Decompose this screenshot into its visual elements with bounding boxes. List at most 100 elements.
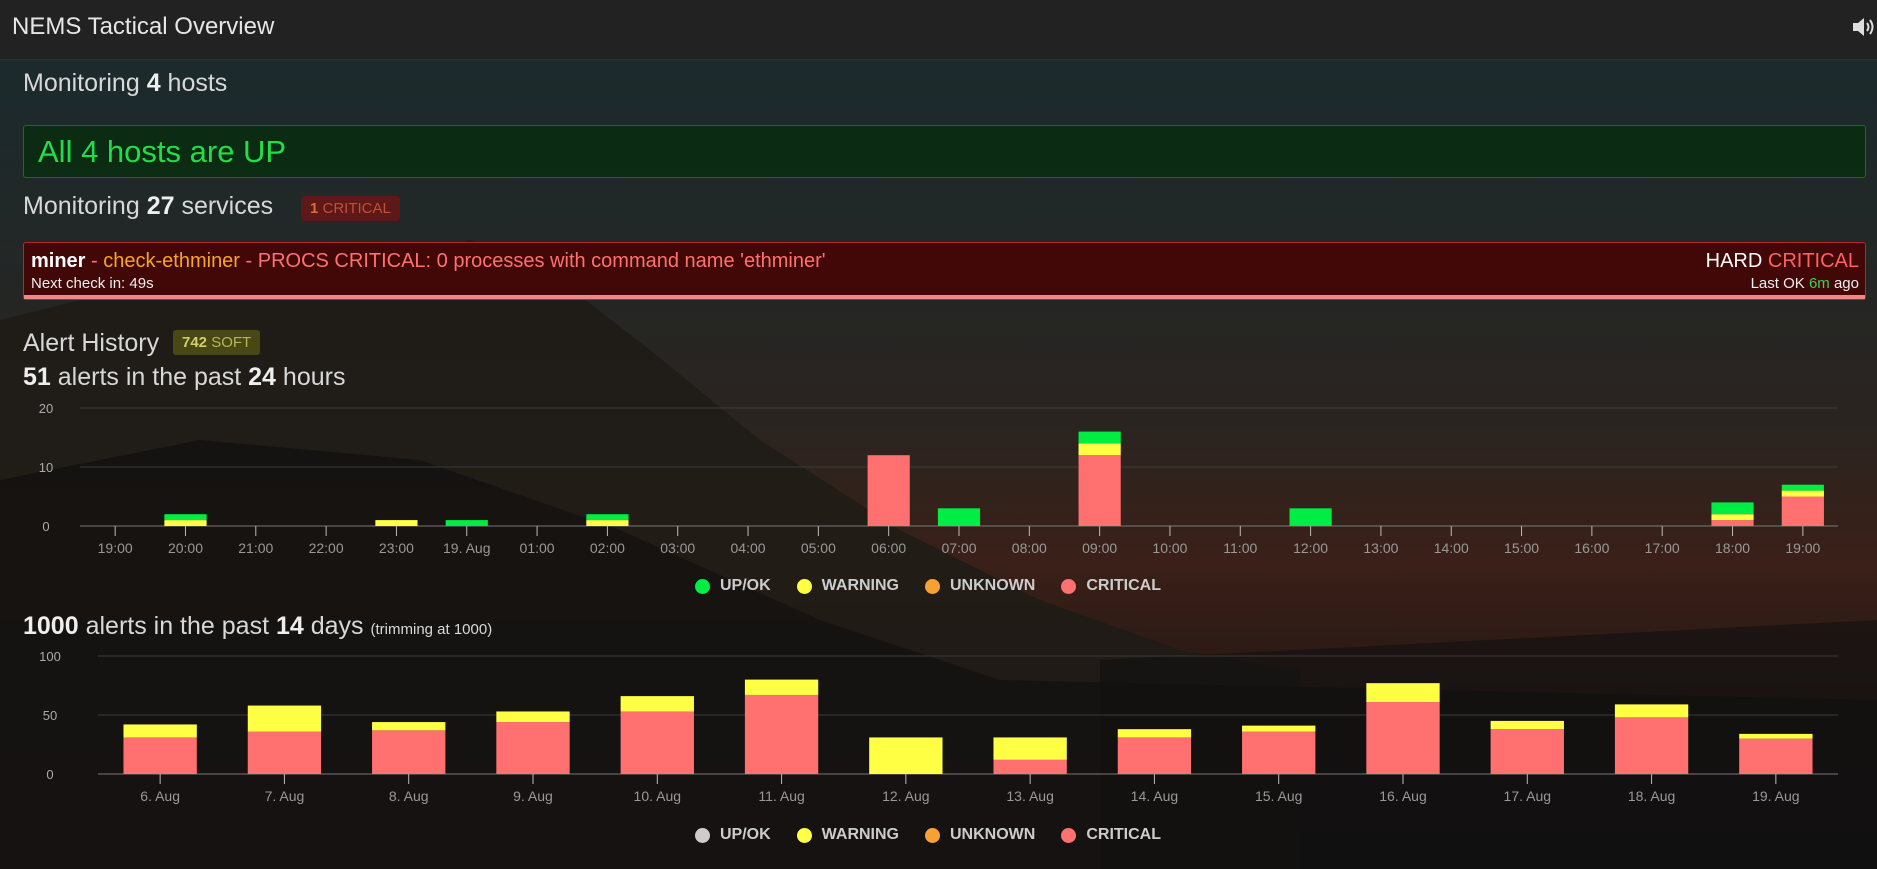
legend-dot-icon: [796, 827, 812, 843]
problem-state: HARD CRITICAL: [1706, 250, 1859, 273]
x-tick-label: 05:00: [801, 540, 836, 556]
x-tick-label: 9. Aug: [513, 788, 553, 804]
bar-segment-critical[interactable]: [247, 731, 322, 774]
legend-item-critical[interactable]: CRITICAL: [1061, 826, 1161, 844]
x-tick-label: 14. Aug: [1131, 788, 1179, 804]
bar-segment-critical[interactable]: [372, 730, 446, 774]
bar-segment-warning[interactable]: [1614, 704, 1689, 718]
next-check-label: Next check in:: [31, 275, 126, 292]
bar-segment-warning[interactable]: [375, 520, 418, 526]
legend-dot-icon: [695, 578, 710, 594]
y-tick-label: 10: [39, 460, 53, 475]
bar-segment-critical[interactable]: [1614, 717, 1689, 774]
bar-segment-warning[interactable]: [1490, 720, 1564, 730]
legend-item-up-ok[interactable]: UP/OK: [695, 826, 771, 844]
x-tick-label: 8. Aug: [389, 788, 429, 804]
bar-segment-warning[interactable]: [496, 711, 570, 723]
x-tick-label: 14:00: [1434, 540, 1469, 556]
day-unit: hours: [282, 363, 346, 391]
bar-segment-warning[interactable]: [1739, 733, 1813, 739]
speaker-icon[interactable]: [1851, 14, 1877, 40]
bar-segment-critical[interactable]: [496, 722, 570, 774]
legend-item-unknown[interactable]: UNKNOWN: [925, 826, 1035, 844]
bar-segment-critical[interactable]: [620, 711, 694, 774]
fortnight-note: (trimming at 1000): [370, 621, 493, 638]
bar-segment-warning[interactable]: [247, 705, 322, 732]
legend-item-critical[interactable]: CRITICAL: [1061, 577, 1161, 595]
bar-segment-up-ok[interactable]: [1711, 502, 1754, 515]
bar-segment-up-ok[interactable]: [445, 520, 488, 526]
bar-segment-up-ok[interactable]: [1781, 484, 1824, 491]
x-tick-label: 19. Aug: [1752, 788, 1800, 804]
day-hours: 24: [248, 363, 276, 391]
bar-segment-warning[interactable]: [1781, 490, 1824, 497]
x-tick-label: 22:00: [309, 540, 344, 556]
bar-segment-up-ok[interactable]: [1289, 508, 1332, 526]
bar-segment-critical[interactable]: [867, 455, 910, 526]
bar-segment-critical[interactable]: [1242, 731, 1316, 774]
problem-line: miner - check-ethminer - PROCS CRITICAL:…: [31, 250, 826, 273]
y-tick-label: 20: [39, 401, 53, 416]
bar-segment-critical[interactable]: [1366, 702, 1440, 774]
bar-segment-warning[interactable]: [123, 724, 197, 738]
bar-segment-critical[interactable]: [744, 694, 819, 774]
bar-segment-warning[interactable]: [744, 679, 819, 695]
bar-segment-warning[interactable]: [164, 520, 207, 526]
fortnight-unit: days: [310, 612, 364, 640]
last-ok-suffix: ago: [1833, 275, 1859, 292]
bar-segment-critical[interactable]: [123, 737, 197, 774]
day-summary: 51 alerts in the past 24 hours: [23, 363, 345, 392]
bar-segment-warning[interactable]: [1242, 725, 1316, 732]
bar-segment-critical[interactable]: [993, 759, 1067, 774]
soft-badge[interactable]: 742 SOFT: [173, 330, 261, 355]
problem-alert[interactable]: miner - check-ethminer - PROCS CRITICAL:…: [23, 242, 1866, 300]
next-check-value: 49s: [129, 275, 154, 292]
legend-14d: UP/OK WARNING UNKNOWN CRITICAL: [695, 826, 1187, 844]
legend-label: UNKNOWN: [950, 826, 1036, 843]
bar-segment-up-ok[interactable]: [1078, 431, 1121, 444]
bar-segment-warning[interactable]: [993, 737, 1067, 760]
services-heading-prefix: Monitoring: [23, 192, 140, 220]
x-tick-label: 07:00: [941, 540, 976, 556]
next-check: Next check in: 49s: [31, 275, 154, 292]
bar-segment-up-ok[interactable]: [937, 508, 981, 526]
bar-segment-critical[interactable]: [1711, 520, 1754, 526]
bar-segment-critical[interactable]: [1117, 737, 1192, 774]
bar-segment-warning[interactable]: [1366, 683, 1440, 703]
bar-segment-up-ok[interactable]: [164, 514, 207, 521]
bar-segment-critical[interactable]: [1739, 738, 1813, 774]
state-value: CRITICAL: [1767, 250, 1859, 272]
bar-segment-warning[interactable]: [869, 737, 943, 774]
legend-label: WARNING: [821, 826, 899, 843]
x-tick-label: 01:00: [520, 540, 555, 556]
legend-label: CRITICAL: [1086, 577, 1161, 594]
bar-segment-warning[interactable]: [1078, 443, 1121, 456]
soft-badge-label: SOFT: [211, 334, 252, 351]
fortnight-summary-middle: alerts in the past: [85, 612, 270, 640]
bar-segment-critical[interactable]: [1078, 455, 1121, 526]
problem-sep2: -: [239, 250, 258, 272]
legend-dot-icon: [695, 827, 710, 843]
legend-item-warning[interactable]: WARNING: [796, 577, 899, 595]
bar-segment-critical[interactable]: [1781, 496, 1824, 527]
legend-label: UP/OK: [720, 577, 771, 594]
bar-segment-warning[interactable]: [586, 520, 629, 526]
bar-segment-critical[interactable]: [1490, 729, 1564, 774]
legend-item-up-ok[interactable]: UP/OK: [695, 577, 771, 595]
legend-item-warning[interactable]: WARNING: [796, 826, 899, 844]
fortnight-days: 14: [275, 612, 304, 640]
x-tick-label: 23:00: [379, 540, 414, 556]
bar-segment-up-ok[interactable]: [586, 514, 629, 521]
x-tick-label: 11:00: [1223, 540, 1257, 556]
services-count: 27: [146, 192, 175, 220]
legend-dot-icon: [925, 827, 940, 843]
critical-badge[interactable]: 1 CRITICAL: [301, 196, 400, 221]
day-alert-count: 51: [23, 363, 51, 391]
legend-item-unknown[interactable]: UNKNOWN: [925, 577, 1035, 595]
bar-segment-warning[interactable]: [1117, 729, 1192, 738]
x-tick-label: 10. Aug: [634, 788, 682, 804]
bar-segment-warning[interactable]: [620, 696, 694, 712]
bar-segment-warning[interactable]: [372, 722, 446, 731]
bar-segment-warning[interactable]: [1711, 514, 1754, 521]
alerts-24h-chart: 0 10 20 19:00 20:00 21:00 22:00 23:00 19. Aug 01:…: [39, 401, 1838, 556]
